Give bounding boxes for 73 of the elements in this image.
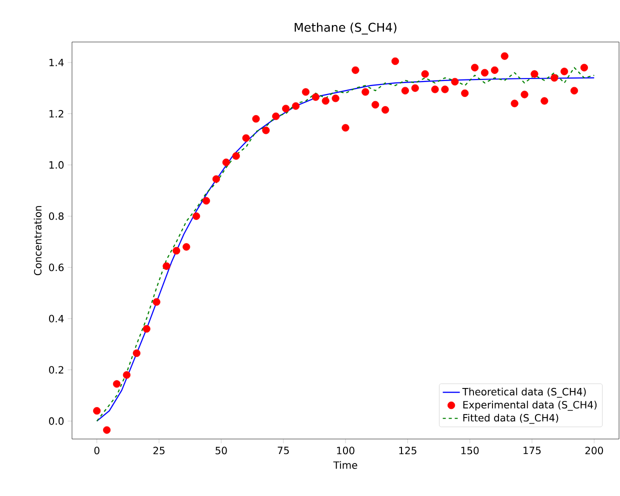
point [570,86,578,94]
point [431,86,439,94]
point [441,86,449,94]
y-tick-label: 1.0 [49,161,64,169]
point [232,152,240,160]
x-tick-label: 25 [153,446,164,454]
point [103,426,111,434]
point [372,100,380,109]
point [172,246,180,255]
point [490,66,498,74]
x-tick-label: 125 [399,446,416,454]
point [342,124,350,132]
y-tick-label: 1.4 [49,58,64,66]
y-tick-label: 0.0 [49,417,64,425]
y-tick-label: 0.8 [49,212,64,220]
point [480,68,489,77]
point [322,97,330,105]
point [560,68,568,76]
point [500,52,508,60]
y-tick-label: 0.4 [49,314,64,322]
point [212,175,220,183]
point [530,70,538,78]
x-tick-label: 175 [524,446,541,454]
point [421,70,429,78]
y-tick-label: 0.2 [49,366,64,374]
point [391,57,400,65]
point [142,325,150,333]
legend-label: Theoretical data (S_CH4) [462,388,586,398]
point [202,197,210,205]
y-axis-title: Concentration [34,206,42,276]
point [122,371,130,379]
point [192,212,200,220]
x-axis-title: Time [333,461,358,469]
x-tick-label: 150 [461,446,479,454]
point [520,90,528,98]
point [461,89,469,98]
point [112,380,121,388]
point [252,115,260,123]
point [332,94,340,102]
point [302,88,310,96]
point [451,78,459,86]
x-tick-label: 50 [216,446,227,454]
point [510,100,518,108]
y-tick-label: 0.6 [49,264,64,272]
x-tick-label: 75 [278,446,289,454]
point [411,84,419,92]
point [471,64,479,72]
point [282,104,290,112]
x-tick-label: 200 [585,446,603,454]
point [401,86,409,94]
x-tick-label: 100 [337,446,354,454]
chart-title: Methane (S_CH4) [294,22,396,34]
point [550,74,558,82]
point [292,102,300,110]
point [540,97,548,105]
x-tick-label: 0 [94,446,100,454]
legend-label: Experimental data (S_CH4) [463,400,597,411]
point [242,134,250,142]
point [580,64,588,72]
legend-label: Fitted data (S_CH4) [463,414,558,424]
point [312,93,320,101]
y-tick-label: 1.2 [49,110,64,118]
point [152,298,160,306]
point [272,112,280,120]
point [93,407,101,415]
point [362,88,370,96]
point [132,349,140,357]
point [162,262,170,270]
point [352,66,360,74]
point [382,106,390,114]
point [222,158,230,166]
point [182,243,190,251]
point [262,126,270,134]
